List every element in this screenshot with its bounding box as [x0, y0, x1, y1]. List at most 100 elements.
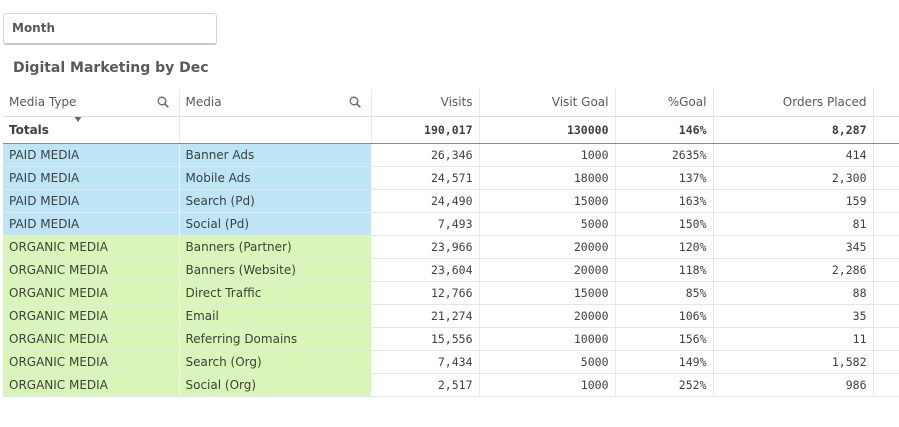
visit-goal-cell: 1000 [479, 143, 616, 167]
media-cell[interactable]: Banner Ads [179, 143, 372, 167]
visits-cell: 24,571 [371, 166, 480, 190]
header-row: Media Type Media Visits Visit Goal %Goal… [3, 89, 899, 117]
col-orders-placed[interactable]: Orders Placed [713, 89, 874, 117]
visits-cell: 24,490 [371, 189, 480, 213]
col-media-type[interactable]: Media Type [3, 89, 180, 117]
visits-cell: 2,517 [371, 373, 480, 397]
pct-goal-cell: 106% [615, 304, 714, 328]
spacer-cell [873, 212, 899, 236]
pct-goal-cell: 137% [615, 166, 714, 190]
totals-visits: 190,017 [371, 116, 480, 144]
totals-pct-goal: 146% [615, 116, 714, 144]
media-type-cell[interactable]: ORGANIC MEDIA [3, 373, 180, 397]
table-row[interactable]: PAID MEDIA Social (Pd) 7,493 5000 150% 81 [3, 212, 899, 236]
col-media[interactable]: Media [179, 89, 372, 117]
pct-goal-cell: 163% [615, 189, 714, 213]
table-row[interactable]: ORGANIC MEDIA Search (Org) 7,434 5000 149% 1,… [3, 350, 899, 374]
col-media-label: Media [185, 95, 222, 110]
table-row[interactable]: ORGANIC MEDIA Referring Domains 15,556 1000… [3, 327, 899, 351]
totals-row: Totals 190,017 130000 146% 8,287 [3, 116, 899, 144]
spacer-cell [873, 350, 899, 374]
visits-cell: 15,556 [371, 327, 480, 351]
media-type-cell[interactable]: PAID MEDIA [3, 189, 180, 213]
media-cell[interactable]: Banners (Partner) [179, 235, 372, 259]
pct-goal-cell: 252% [615, 373, 714, 397]
spacer-cell [873, 304, 899, 328]
totals-visit-goal: 130000 [479, 116, 616, 144]
orders-cell: 88 [713, 281, 874, 305]
visits-cell: 7,434 [371, 350, 480, 374]
media-cell[interactable]: Referring Domains [179, 327, 372, 351]
media-cell[interactable]: Direct Traffic [179, 281, 372, 305]
spacer-cell [873, 327, 899, 351]
pct-goal-cell: 85% [615, 281, 714, 305]
pct-goal-cell: 118% [615, 258, 714, 282]
spacer-cell [873, 258, 899, 282]
pct-goal-cell: 2635% [615, 143, 714, 167]
media-cell[interactable]: Search (Org) [179, 350, 372, 374]
table-row[interactable]: PAID MEDIA Mobile Ads 24,571 18000 137% 2,300 [3, 166, 899, 190]
visit-goal-cell: 20000 [479, 235, 616, 259]
col-media-type-label: Media Type [9, 95, 77, 110]
col-pct-goal[interactable]: %Goal [615, 89, 714, 117]
visit-goal-cell: 20000 [479, 304, 616, 328]
media-type-cell[interactable]: PAID MEDIA [3, 212, 180, 236]
media-type-cell[interactable]: ORGANIC MEDIA [3, 281, 180, 305]
media-type-cell[interactable]: PAID MEDIA [3, 143, 180, 167]
media-type-cell[interactable]: ORGANIC MEDIA [3, 258, 180, 282]
media-cell[interactable]: Search (Pd) [179, 189, 372, 213]
col-spacer [873, 89, 899, 117]
orders-cell: 159 [713, 189, 874, 213]
visits-cell: 23,966 [371, 235, 480, 259]
visits-cell: 26,346 [371, 143, 480, 167]
table-row[interactable]: PAID MEDIA Banner Ads 26,346 1000 2635% 414 [3, 143, 899, 167]
media-type-cell[interactable]: PAID MEDIA [3, 166, 180, 190]
totals-media-empty [179, 116, 372, 144]
orders-cell: 2,300 [713, 166, 874, 190]
visits-cell: 21,274 [371, 304, 480, 328]
visit-goal-cell: 5000 [479, 350, 616, 374]
visits-cell: 7,493 [371, 212, 480, 236]
search-icon[interactable] [349, 96, 361, 108]
media-type-cell[interactable]: ORGANIC MEDIA [3, 327, 180, 351]
media-cell[interactable]: Social (Org) [179, 373, 372, 397]
spacer-cell [873, 143, 899, 167]
visit-goal-cell: 10000 [479, 327, 616, 351]
orders-cell: 414 [713, 143, 874, 167]
totals-orders: 8,287 [713, 116, 874, 144]
visit-goal-cell: 15000 [479, 189, 616, 213]
col-visit-goal[interactable]: Visit Goal [479, 89, 616, 117]
table-row[interactable]: ORGANIC MEDIA Banners (Partner) 23,966 2000… [3, 235, 899, 259]
spacer-cell [873, 281, 899, 305]
month-filter[interactable]: Month [3, 13, 217, 45]
table-row[interactable]: ORGANIC MEDIA Direct Traffic 12,766 15000 85… [3, 281, 899, 305]
table-row[interactable]: ORGANIC MEDIA Social (Org) 2,517 1000 252% 98… [3, 373, 899, 397]
visit-goal-cell: 20000 [479, 258, 616, 282]
media-type-cell[interactable]: ORGANIC MEDIA [3, 350, 180, 374]
visits-cell: 12,766 [371, 281, 480, 305]
col-visits[interactable]: Visits [371, 89, 480, 117]
media-type-cell[interactable]: ORGANIC MEDIA [3, 235, 180, 259]
spacer-cell [873, 373, 899, 397]
totals-spacer [873, 116, 899, 144]
table-row[interactable]: PAID MEDIA Search (Pd) 24,490 15000 163% 159 [3, 189, 899, 213]
pct-goal-cell: 120% [615, 235, 714, 259]
search-icon[interactable] [157, 96, 169, 108]
media-cell[interactable]: Banners (Website) [179, 258, 372, 282]
spacer-cell [873, 235, 899, 259]
visit-goal-cell: 1000 [479, 373, 616, 397]
orders-cell: 1,582 [713, 350, 874, 374]
totals-label: Totals [3, 116, 180, 144]
media-cell[interactable]: Mobile Ads [179, 166, 372, 190]
table-title: Digital Marketing by Dec [13, 60, 209, 76]
media-cell[interactable]: Email [179, 304, 372, 328]
sort-descending-icon[interactable] [74, 116, 82, 122]
visits-cell: 23,604 [371, 258, 480, 282]
orders-cell: 11 [713, 327, 874, 351]
table-row[interactable]: ORGANIC MEDIA Banners (Website) 23,604 2000… [3, 258, 899, 282]
pct-goal-cell: 150% [615, 212, 714, 236]
media-cell[interactable]: Social (Pd) [179, 212, 372, 236]
table-row[interactable]: ORGANIC MEDIA Email 21,274 20000 106% 35 [3, 304, 899, 328]
media-type-cell[interactable]: ORGANIC MEDIA [3, 304, 180, 328]
pct-goal-cell: 149% [615, 350, 714, 374]
